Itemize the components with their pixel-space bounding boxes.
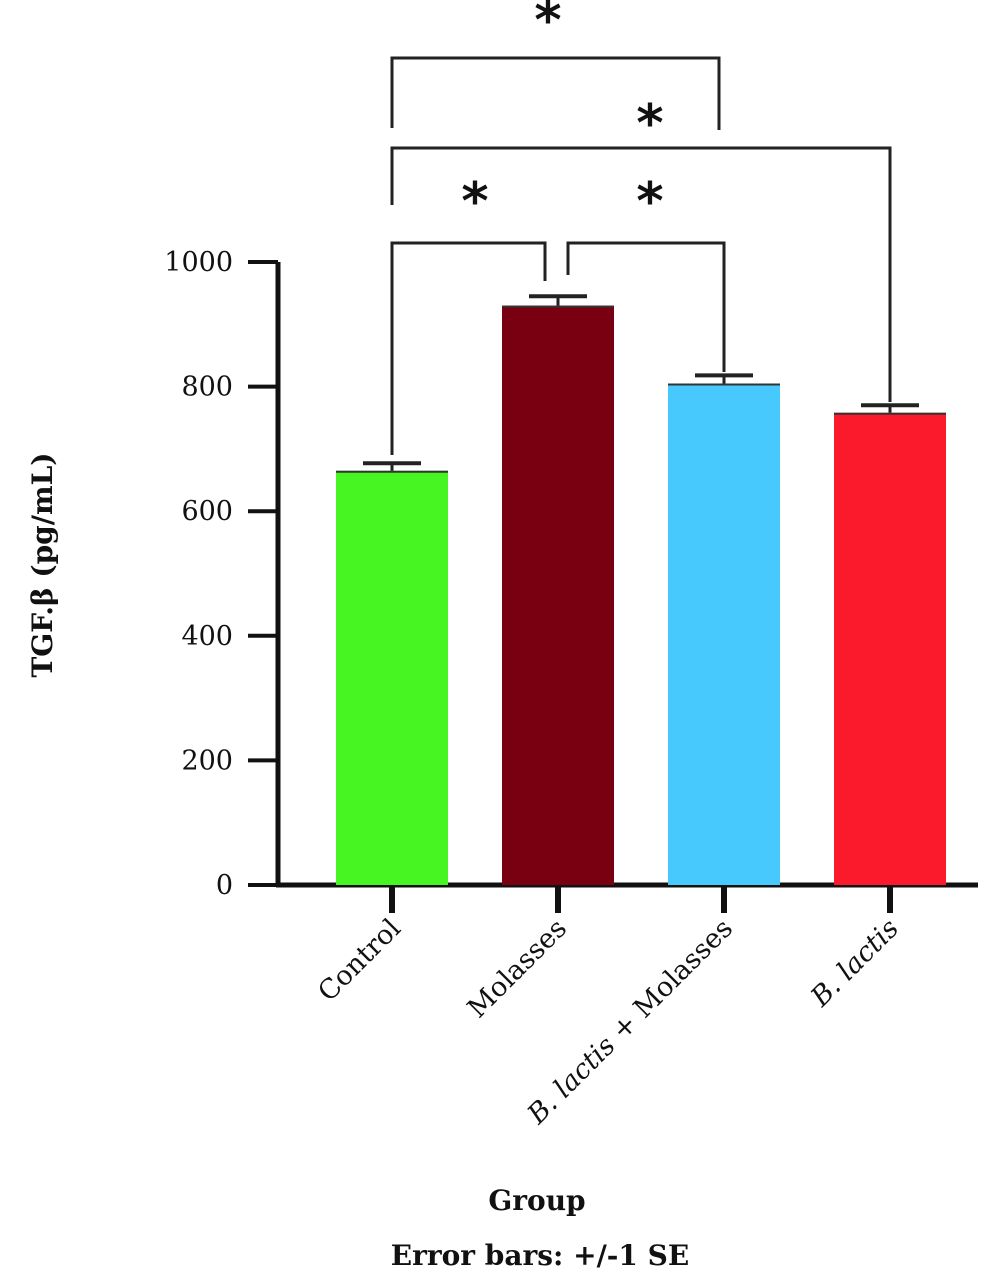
significance-brackets: * * * * bbox=[390, 0, 892, 455]
x-tick-label-part: + Molasses bbox=[600, 913, 739, 1052]
significance-bracket bbox=[390, 56, 721, 130]
significance-bracket bbox=[390, 241, 547, 455]
bar bbox=[336, 470, 448, 885]
bars-group bbox=[336, 294, 946, 885]
significance-star: * bbox=[636, 94, 663, 154]
significance-bracket bbox=[390, 146, 892, 402]
bar bbox=[834, 412, 946, 885]
bar bbox=[668, 383, 780, 885]
y-tick-label: 800 bbox=[181, 372, 233, 403]
error-bars-note: Error bars: +/-1 SE bbox=[391, 1239, 689, 1272]
x-tick-label-part: B. lactis bbox=[804, 913, 905, 1014]
y-axis-title: TGF.β (pg/mL) bbox=[26, 452, 59, 677]
y-tick-label: 400 bbox=[181, 621, 233, 652]
x-tick-label-part: Control bbox=[312, 913, 407, 1008]
x-axis-title: Group bbox=[488, 1184, 585, 1217]
x-tick-label: Molasses bbox=[462, 913, 573, 1024]
x-tick-label-part: Molasses bbox=[462, 913, 573, 1024]
y-tick-label: 1000 bbox=[164, 247, 233, 278]
significance-star: * bbox=[636, 172, 663, 232]
y-tick-label: 200 bbox=[181, 745, 233, 776]
bar bbox=[502, 305, 614, 885]
y-tick-label: 0 bbox=[216, 870, 233, 901]
x-tick-label-part: B. lactis bbox=[521, 1030, 622, 1131]
y-tick-label: 600 bbox=[181, 496, 233, 527]
x-tick-label: B. lactis bbox=[804, 913, 905, 1014]
significance-star: * bbox=[461, 172, 488, 232]
significance-star: * bbox=[534, 0, 561, 51]
significance-bracket bbox=[566, 241, 726, 372]
x-tick-label: Control bbox=[312, 913, 407, 1008]
